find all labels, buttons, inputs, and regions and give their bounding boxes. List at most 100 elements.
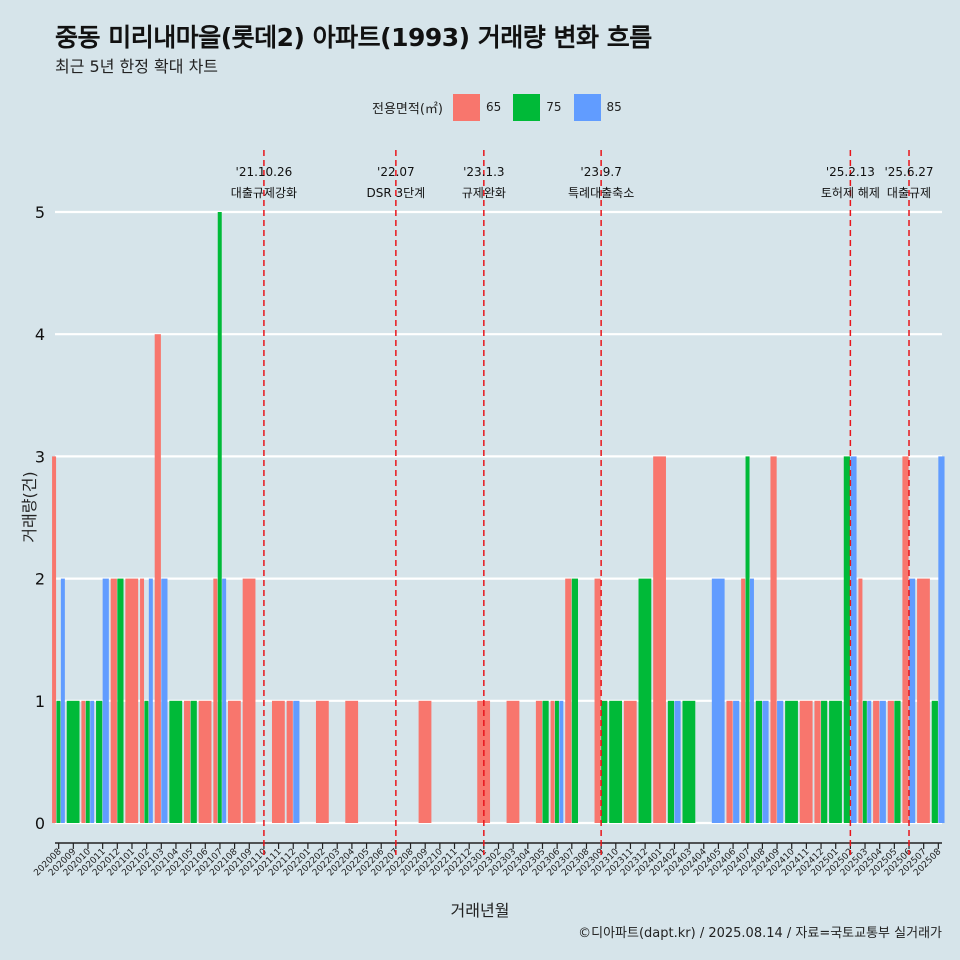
bar-202506-85 xyxy=(909,578,916,823)
bar-202412-75 xyxy=(821,700,828,823)
chart-title: 중동 미리내마을(롯데2) 아파트(1993) 거래량 변화 흐름 xyxy=(55,23,652,52)
bar-202408-85 xyxy=(762,700,769,823)
bar-202103-85 xyxy=(161,578,168,823)
x-axis-title: 거래년월 xyxy=(450,901,510,920)
y-tick-label-1: 1 xyxy=(35,692,45,711)
y-axis-title: 거래량(건) xyxy=(20,471,39,543)
bar-202011-75 xyxy=(96,700,103,823)
bar-202307-75 xyxy=(571,578,579,823)
bar-202103-65 xyxy=(154,334,161,823)
bar-202306-85 xyxy=(559,700,564,823)
event-label-2: 규제완화 xyxy=(462,186,506,200)
bar-202305-65 xyxy=(535,700,543,823)
y-tick-label-4: 4 xyxy=(35,325,45,344)
legend: 전용면적(㎡) 65 75 85 xyxy=(372,92,634,122)
bar-202507-65 xyxy=(917,578,930,823)
legend-item-85: 85 xyxy=(573,93,626,121)
bar-202010-65 xyxy=(81,700,86,823)
bar-202010-75 xyxy=(85,700,90,823)
bar-202504-85 xyxy=(879,700,886,823)
bar-202403-75 xyxy=(682,700,696,823)
bar-202112-85 xyxy=(293,700,300,823)
event-date-4: '25.2.13 xyxy=(826,165,875,179)
bar-202410-75 xyxy=(785,700,798,823)
bar-202009-75 xyxy=(66,700,80,823)
bar-202107-65 xyxy=(213,578,218,823)
bar-202505-75 xyxy=(894,700,901,823)
bar-202008-85 xyxy=(60,578,65,823)
bar-202505-65 xyxy=(887,700,894,823)
bar-202309-75 xyxy=(601,700,608,823)
bar-202503-65 xyxy=(858,578,863,823)
bar-202105-65 xyxy=(184,700,191,823)
bar-202502-75 xyxy=(843,456,850,823)
legend-label-65: 65 xyxy=(485,100,502,114)
legend-label-85: 85 xyxy=(606,100,622,114)
bar-202109-65 xyxy=(242,578,256,823)
bar-202506-65 xyxy=(902,456,909,823)
legend-label-75: 75 xyxy=(546,100,562,114)
bar-202309-65 xyxy=(594,578,601,823)
y-tick-label-3: 3 xyxy=(35,447,45,466)
bar-202409-65 xyxy=(770,456,777,823)
bar-202407-65 xyxy=(741,578,746,823)
bar-202112-65 xyxy=(286,700,293,823)
bar-202306-65 xyxy=(550,700,555,823)
bar-202402-85 xyxy=(674,700,681,823)
source-caption: ©디아파트(dapt.kr) / 2025.08.14 / 자료=국토교통부 실… xyxy=(578,926,942,941)
bar-202503-75 xyxy=(862,700,867,823)
bar-202111-65 xyxy=(271,700,285,823)
bar-202008-75 xyxy=(56,700,61,823)
event-date-2: '23.1.3 xyxy=(463,165,504,179)
event-date-0: '21.10.26 xyxy=(236,165,293,179)
bar-202502-85 xyxy=(850,456,857,823)
bar-202011-85 xyxy=(102,578,109,823)
legend-key-65 xyxy=(452,93,480,121)
bar-202310-75 xyxy=(609,700,622,823)
bar-202102-85 xyxy=(148,578,153,823)
legend-item-75: 75 xyxy=(513,93,565,121)
bar-202209-65 xyxy=(418,700,432,823)
bar-202503-85 xyxy=(867,700,872,823)
bar-202102-65 xyxy=(140,578,145,823)
bar-202407-75 xyxy=(745,456,750,823)
bar-202202-65 xyxy=(315,700,329,823)
bar-202012-65 xyxy=(110,578,117,823)
bar-202312-75 xyxy=(638,578,652,823)
y-tick-label-5: 5 xyxy=(35,203,45,222)
bar-202104-75 xyxy=(169,700,183,823)
bar-202303-65 xyxy=(506,700,520,823)
bar-202411-65 xyxy=(799,700,813,823)
bar-202307-65 xyxy=(565,578,572,823)
event-label-5: 대출규제 xyxy=(887,186,931,200)
bar-202204-65 xyxy=(345,700,359,823)
bar-202107-75 xyxy=(217,212,222,823)
bar-202401-65 xyxy=(653,456,666,823)
y-tick-label-2: 2 xyxy=(35,570,45,589)
bar-202108-65 xyxy=(228,700,241,823)
bar-202311-65 xyxy=(623,700,637,823)
bar-202405-85 xyxy=(711,578,725,823)
bar-202105-75 xyxy=(190,700,197,823)
event-date-1: '22.07 xyxy=(377,165,415,179)
bar-202412-65 xyxy=(814,700,821,823)
event-label-3: 특례대출축소 xyxy=(568,186,634,200)
event-label-4: 토허제 해제 xyxy=(821,186,880,200)
event-date-3: '23.9.7 xyxy=(580,165,621,179)
bar-202010-85 xyxy=(90,700,95,823)
bar-202409-85 xyxy=(777,700,784,823)
bar-202501-75 xyxy=(829,700,842,823)
legend-title: 전용면적(㎡) xyxy=(372,101,443,117)
bar-202106-65 xyxy=(198,700,212,823)
bar-202101-65 xyxy=(125,578,139,823)
bar-202504-65 xyxy=(873,700,880,823)
bar-202508-75 xyxy=(931,700,938,823)
event-label-0: 대출규제강화 xyxy=(231,186,297,200)
event-label-1: DSR 3단계 xyxy=(367,186,426,200)
legend-key-85 xyxy=(573,93,601,121)
bar-202402-75 xyxy=(667,700,675,823)
bar-202107-85 xyxy=(222,578,227,823)
event-date-5: '25.6.27 xyxy=(884,165,933,179)
bar-202306-75 xyxy=(554,700,559,823)
